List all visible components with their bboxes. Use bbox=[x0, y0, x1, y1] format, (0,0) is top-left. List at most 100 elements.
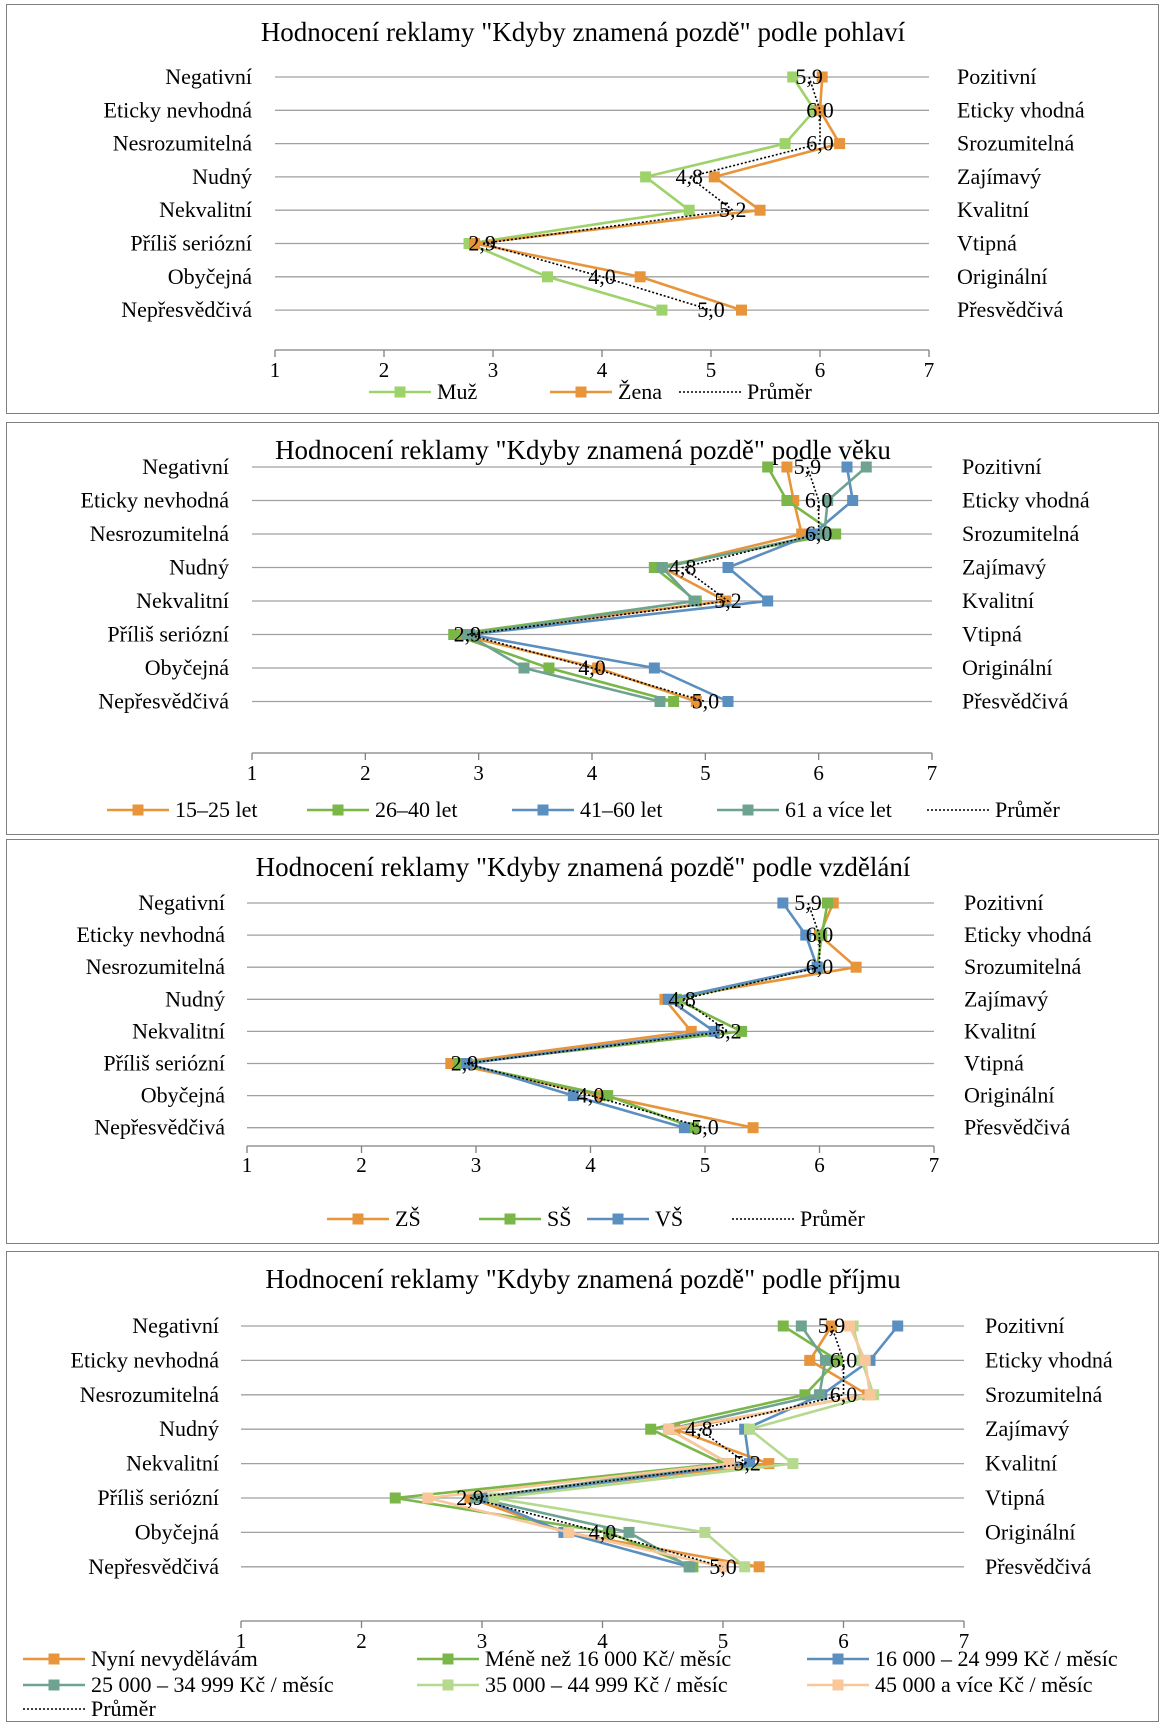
chart-gender: Hodnocení reklamy "Kdyby znamená pozdě" … bbox=[104, 17, 1085, 404]
x-tick-label: 4 bbox=[587, 761, 598, 785]
chart-title: Hodnocení reklamy "Kdyby znamená pozdě" … bbox=[261, 17, 906, 47]
data-point-marker bbox=[683, 1561, 695, 1573]
x-tick-label: 3 bbox=[471, 1153, 482, 1177]
x-tick-label: 1 bbox=[236, 1629, 247, 1653]
left-category-label: Nudný bbox=[159, 1416, 219, 1441]
left-category-label: Příliš seriózní bbox=[97, 1485, 219, 1510]
data-point-marker bbox=[717, 1561, 729, 1573]
left-category-label: Negativní bbox=[132, 1313, 219, 1338]
data-point-marker bbox=[860, 461, 872, 473]
series-line bbox=[466, 902, 819, 1129]
mean-data-label: 5,0 bbox=[697, 297, 725, 322]
left-category-label: Negativní bbox=[138, 890, 225, 915]
x-tick-label: 5 bbox=[706, 358, 717, 382]
legend-label: VŠ bbox=[655, 1206, 683, 1231]
x-tick-label: 7 bbox=[927, 761, 938, 785]
series-line bbox=[474, 76, 842, 312]
mean-data-label: 5,9 bbox=[794, 454, 822, 479]
legend-label: 45 000 a více Kč / měsíc bbox=[875, 1672, 1093, 1697]
mean-data-label: 6,0 bbox=[830, 1382, 858, 1407]
data-point-marker bbox=[668, 696, 680, 707]
right-category-label: Pozitivní bbox=[957, 64, 1036, 89]
left-category-label: Negativní bbox=[142, 454, 229, 479]
left-category-label: Příliš seriózní bbox=[130, 231, 252, 256]
x-tick-label: 1 bbox=[247, 761, 258, 785]
mean-data-label: 4,8 bbox=[668, 986, 696, 1011]
data-point-marker bbox=[834, 138, 846, 150]
data-point-marker bbox=[445, 1058, 457, 1069]
data-point-marker bbox=[542, 271, 553, 283]
series-line bbox=[493, 1325, 876, 1568]
data-point-marker bbox=[827, 897, 839, 909]
right-category-label: Eticky vhodná bbox=[964, 922, 1092, 947]
mean-data-label: 4,8 bbox=[685, 1416, 713, 1441]
data-point-marker bbox=[763, 1458, 775, 1470]
right-category-label: Kvalitní bbox=[985, 1451, 1057, 1476]
series-line bbox=[464, 76, 817, 312]
chart-panel-income: Hodnocení reklamy "Kdyby znamená pozdě" … bbox=[6, 1251, 1159, 1722]
series-line bbox=[463, 466, 868, 703]
x-tick-label: 4 bbox=[597, 1629, 608, 1653]
left-category-label: Příliš seriózní bbox=[107, 622, 229, 647]
data-point-marker bbox=[678, 1122, 690, 1134]
right-category-label: Srozumitelná bbox=[962, 521, 1080, 546]
data-point-marker bbox=[468, 238, 480, 249]
right-category-label: Srozumitelná bbox=[957, 131, 1075, 156]
data-point-marker bbox=[739, 1561, 751, 1573]
mean-data-label: 5,2 bbox=[719, 197, 747, 222]
data-point-marker bbox=[822, 897, 834, 909]
mean-line bbox=[481, 76, 821, 311]
x-tick-label: 5 bbox=[718, 1629, 729, 1653]
data-point-marker bbox=[656, 562, 668, 573]
chart-title: Hodnocení reklamy "Kdyby znamená pozdě" … bbox=[265, 1264, 901, 1294]
left-category-label: Nepřesvědčivá bbox=[121, 297, 252, 322]
data-point-marker bbox=[654, 696, 666, 707]
data-point-marker bbox=[777, 1320, 789, 1332]
legend-label: Průměr bbox=[995, 797, 1060, 822]
right-category-label: Zajímavý bbox=[962, 555, 1046, 580]
mean-data-label: 6,0 bbox=[830, 1347, 858, 1372]
data-point-marker bbox=[623, 1526, 635, 1538]
data-point-marker bbox=[699, 1526, 711, 1538]
legend-marker bbox=[332, 804, 344, 816]
legend-marker bbox=[132, 804, 144, 816]
legend-label: Průměr bbox=[800, 1206, 865, 1231]
legend-label: SŠ bbox=[547, 1206, 571, 1231]
x-tick-label: 1 bbox=[242, 1153, 253, 1177]
mean-data-label: 5,9 bbox=[794, 890, 822, 915]
data-point-marker bbox=[648, 662, 660, 674]
data-point-marker bbox=[736, 1025, 748, 1037]
left-category-label: Nesrozumitelná bbox=[80, 1382, 220, 1407]
data-point-marker bbox=[683, 204, 695, 216]
x-tick-label: 1 bbox=[270, 358, 281, 382]
data-point-marker bbox=[688, 595, 700, 607]
legend-marker bbox=[442, 1679, 454, 1691]
right-category-label: Přesvědčivá bbox=[962, 689, 1069, 714]
left-category-label: Nepřesvědčivá bbox=[98, 689, 229, 714]
x-tick-label: 6 bbox=[814, 1153, 825, 1177]
legend-label: ZŠ bbox=[395, 1206, 421, 1231]
legend-label: 35 000 – 44 999 Kč / měsíc bbox=[485, 1672, 728, 1697]
data-point-marker bbox=[688, 1122, 700, 1134]
mean-data-label: 6,0 bbox=[805, 488, 833, 513]
mean-data-label: 6,0 bbox=[806, 97, 834, 122]
data-point-marker bbox=[723, 1458, 735, 1470]
left-category-label: Eticky nevhodná bbox=[104, 97, 253, 122]
series-line bbox=[457, 466, 804, 703]
mean-line bbox=[469, 1325, 845, 1568]
data-point-marker bbox=[844, 1320, 856, 1332]
left-category-label: Nesrozumitelná bbox=[113, 131, 253, 156]
left-category-label: Nekvalitní bbox=[132, 1018, 225, 1043]
right-category-label: Vtipná bbox=[962, 622, 1022, 647]
x-tick-label: 4 bbox=[585, 1153, 596, 1177]
chart-income: Hodnocení reklamy "Kdyby znamená pozdě" … bbox=[23, 1264, 1118, 1721]
legend-label: 25 000 – 34 999 Kč / měsíc bbox=[91, 1672, 334, 1697]
data-point-marker bbox=[892, 1320, 904, 1332]
data-point-marker bbox=[722, 562, 734, 573]
left-category-label: Nekvalitní bbox=[136, 588, 229, 613]
data-point-marker bbox=[816, 71, 828, 83]
data-point-marker bbox=[708, 1025, 720, 1037]
data-point-marker bbox=[640, 171, 652, 183]
data-point-marker bbox=[762, 461, 774, 473]
legend-marker bbox=[504, 1213, 516, 1225]
